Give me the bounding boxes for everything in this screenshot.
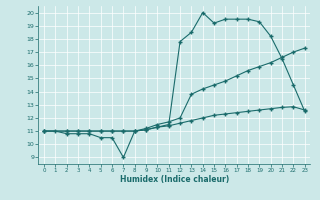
X-axis label: Humidex (Indice chaleur): Humidex (Indice chaleur) [120,175,229,184]
